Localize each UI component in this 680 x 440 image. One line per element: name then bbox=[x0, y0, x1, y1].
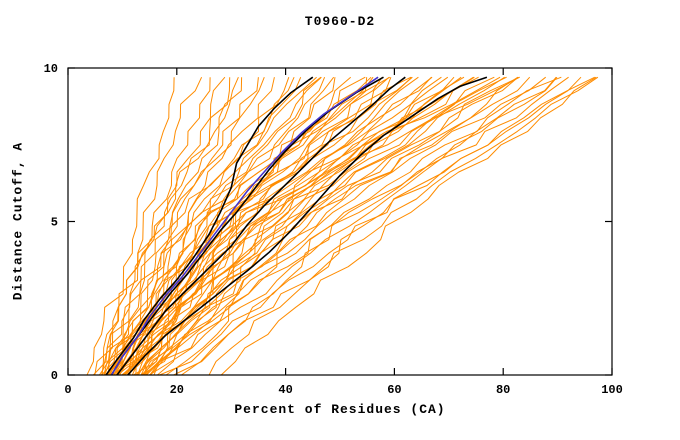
model-curve bbox=[109, 76, 412, 375]
x-tick-label: 40 bbox=[278, 383, 292, 397]
model-curve bbox=[86, 77, 175, 375]
y-tick-label: 10 bbox=[44, 62, 58, 76]
model-curve bbox=[145, 76, 372, 375]
model-curves-group bbox=[86, 76, 599, 375]
model-curve bbox=[94, 76, 239, 375]
x-tick-label: 80 bbox=[496, 383, 510, 397]
best-model-curve bbox=[110, 76, 379, 375]
model-curve bbox=[150, 76, 419, 375]
model-curve bbox=[173, 76, 599, 375]
model-curve bbox=[143, 76, 505, 375]
model-curve bbox=[165, 76, 519, 375]
model-curve bbox=[136, 76, 531, 375]
selected-model-3-curve bbox=[116, 76, 406, 375]
model-curve bbox=[113, 77, 259, 375]
chart-title: T0960-D2 bbox=[304, 14, 376, 29]
model-curve bbox=[123, 76, 479, 375]
model-curve bbox=[112, 76, 465, 375]
y-tick-label: 5 bbox=[51, 216, 58, 230]
model-curve bbox=[220, 76, 597, 375]
x-tick-label: 100 bbox=[601, 383, 623, 397]
model-curve bbox=[181, 76, 557, 375]
model-curve bbox=[101, 76, 226, 375]
model-curve bbox=[145, 76, 495, 375]
selected-model-2-curve bbox=[110, 76, 384, 375]
selected-curves-group bbox=[105, 76, 488, 375]
model-curve bbox=[153, 76, 520, 375]
model-curve bbox=[101, 76, 203, 375]
model-curve bbox=[121, 76, 507, 375]
model-curve bbox=[140, 76, 474, 375]
model-curve bbox=[119, 76, 390, 375]
x-tick-label: 60 bbox=[387, 383, 401, 397]
model-curve bbox=[208, 76, 582, 375]
model-curve bbox=[148, 76, 569, 375]
model-curve bbox=[98, 77, 302, 375]
y-tick-label: 0 bbox=[51, 369, 58, 383]
model-curve bbox=[115, 76, 432, 375]
model-curve bbox=[93, 77, 211, 375]
selected-model-1-curve bbox=[105, 76, 314, 375]
model-curve bbox=[108, 76, 383, 375]
model-curve bbox=[132, 76, 442, 375]
model-curve bbox=[159, 76, 596, 375]
model-curve bbox=[149, 76, 558, 375]
selected-model-4-curve bbox=[127, 76, 488, 375]
model-curve bbox=[105, 77, 265, 375]
x-tick-label: 0 bbox=[64, 383, 71, 397]
x-axis-label: Percent of Residues (CA) bbox=[234, 402, 446, 417]
model-curve bbox=[127, 76, 317, 375]
model-curve bbox=[146, 76, 391, 375]
model-curve bbox=[157, 76, 462, 375]
x-tick-label: 20 bbox=[170, 383, 184, 397]
model-curve bbox=[143, 76, 547, 375]
